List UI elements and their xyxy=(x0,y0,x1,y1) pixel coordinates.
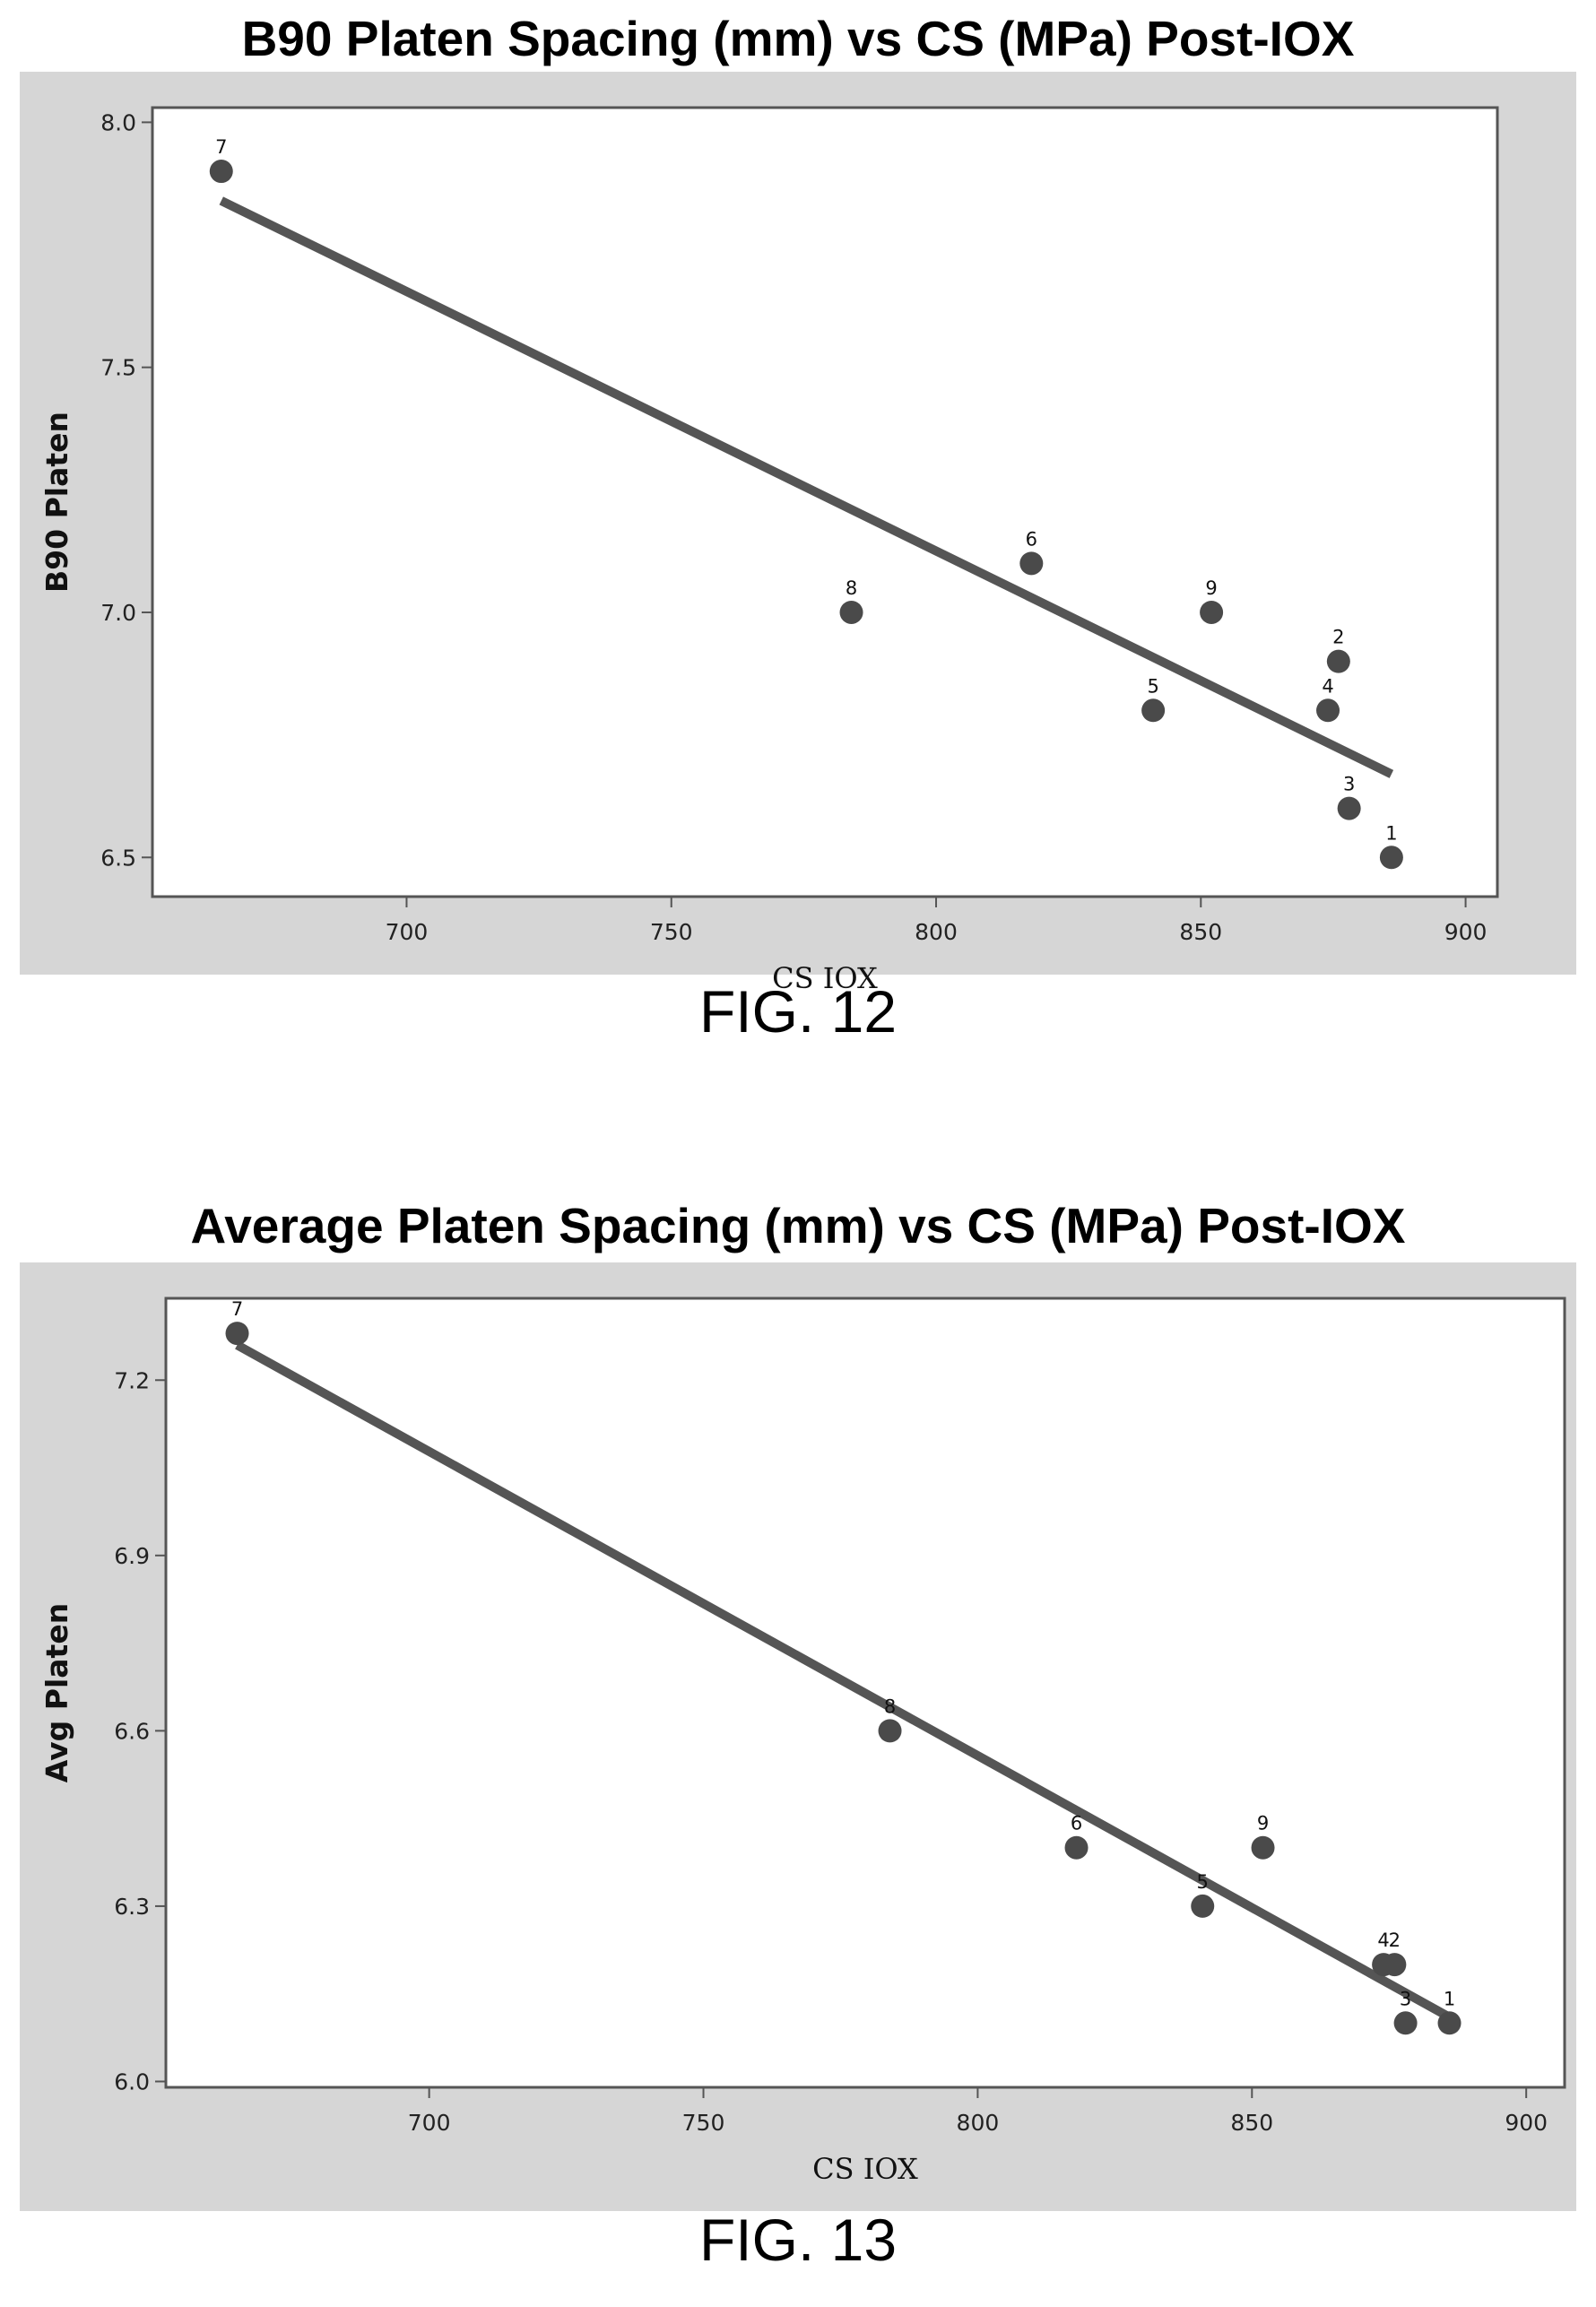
y-tick-label: 6.3 xyxy=(114,1894,150,1920)
x-axis-label: CS IOX xyxy=(772,961,878,995)
data-point xyxy=(1383,1953,1407,1977)
point-label: 8 xyxy=(884,1696,896,1717)
data-point xyxy=(209,160,233,184)
data-point xyxy=(1064,1835,1089,1860)
y-tick-label: 8.0 xyxy=(100,109,136,135)
x-tick-label: 750 xyxy=(682,2110,725,2136)
x-tick-label: 700 xyxy=(408,2110,451,2136)
point-label: 2 xyxy=(1389,1930,1401,1951)
point-label: 4 xyxy=(1322,675,1333,697)
x-tick-label: 800 xyxy=(915,919,958,945)
data-point xyxy=(878,1719,902,1743)
data-point xyxy=(1337,796,1361,820)
data-point xyxy=(1437,2011,1462,2035)
y-tick-label: 6.5 xyxy=(100,845,136,871)
point-label: 3 xyxy=(1343,774,1355,795)
y-tick-label: 6.0 xyxy=(114,2068,150,2095)
x-tick-label: 900 xyxy=(1444,919,1488,945)
y-tick-label: 7.5 xyxy=(100,355,136,381)
data-point xyxy=(1326,649,1350,673)
data-point xyxy=(1191,1894,1215,1918)
chart-title: Average Platen Spacing (mm) vs CS (MPa) … xyxy=(190,1198,1406,1253)
point-label: 1 xyxy=(1385,822,1397,844)
x-tick-label: 850 xyxy=(1230,2110,1273,2136)
x-tick-label: 750 xyxy=(650,919,693,945)
scatter-plot: 700 750 800 850 900 6.5 7.0 7.5 8.0 CS IOX B90 Pla… xyxy=(20,72,1576,995)
point-label: 1 xyxy=(1444,1988,1455,2009)
point-label: 3 xyxy=(1400,1988,1411,2009)
point-label: 9 xyxy=(1257,1813,1269,1834)
point-label: 9 xyxy=(1205,577,1217,599)
point-label: 7 xyxy=(215,136,227,158)
point-label: 4 xyxy=(1377,1930,1389,1951)
y-axis-label: Avg Platen xyxy=(39,1603,74,1782)
plot-area xyxy=(151,106,1499,898)
point-label: 8 xyxy=(846,577,857,599)
x-tick-label: 850 xyxy=(1179,919,1222,945)
data-point xyxy=(1141,698,1166,723)
data-point xyxy=(225,1322,249,1346)
regression-line xyxy=(219,196,1394,778)
x-tick-label: 800 xyxy=(957,2110,1000,2136)
data-point xyxy=(1316,698,1340,723)
y-tick-label: 6.9 xyxy=(114,1543,150,1569)
point-label: 7 xyxy=(231,1298,243,1320)
data-point xyxy=(1200,600,1224,624)
figure-caption: FIG. 12 xyxy=(698,978,898,1045)
scatter-plot: 700 750 800 850 900 6.0 6.3 6.6 6.9 7.2 CS IOX Avg … xyxy=(20,1262,1576,2211)
x-tick-label: 700 xyxy=(386,919,429,945)
data-point xyxy=(1019,551,1044,576)
x-tick-label: 900 xyxy=(1505,2110,1548,2136)
y-axis-label: B90 Platen xyxy=(39,412,74,593)
chart-title: B90 Platen Spacing (mm) vs CS (MPa) Post… xyxy=(241,11,1355,66)
point-label: 5 xyxy=(1197,1871,1209,1893)
data-point xyxy=(1251,1835,1275,1860)
x-axis-label: CS IOX xyxy=(812,2152,918,2186)
point-label: 6 xyxy=(1071,1813,1082,1834)
point-label: 6 xyxy=(1026,528,1037,550)
figure-caption: FIG. 13 xyxy=(698,2207,898,2273)
y-tick-label: 6.6 xyxy=(114,1718,150,1744)
data-point xyxy=(1379,846,1403,870)
point-label: 2 xyxy=(1332,627,1344,648)
data-point xyxy=(839,600,863,624)
data-point xyxy=(1393,2011,1418,2035)
figure-12: B90 Platen Spacing (mm) vs CS (MPa) Post… xyxy=(0,0,1596,1076)
y-tick-label: 7.2 xyxy=(114,1367,150,1393)
point-label: 5 xyxy=(1147,675,1158,697)
regression-line xyxy=(235,1340,1452,2022)
figure-13: Average Platen Spacing (mm) vs CS (MPa) … xyxy=(0,1193,1596,2307)
y-tick-label: 7.0 xyxy=(100,600,136,626)
